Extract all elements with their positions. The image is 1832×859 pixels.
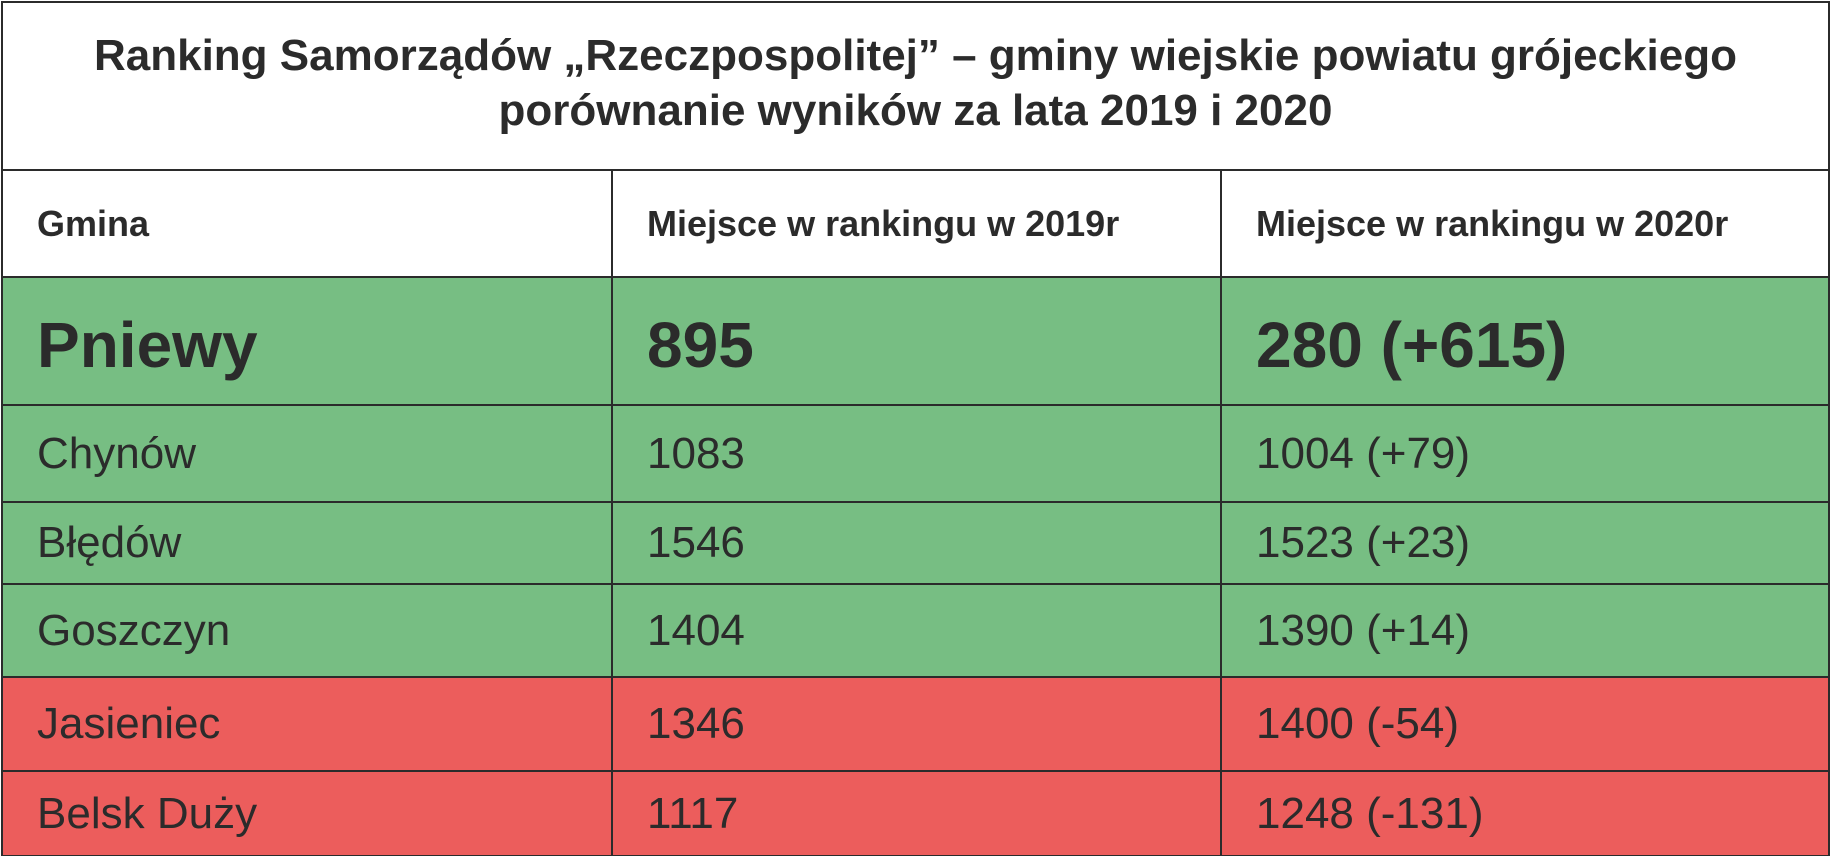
- cell-gmina: Błędów: [3, 501, 613, 585]
- table-row-bledow: Błędów 1546 1523 (+23): [3, 501, 1828, 585]
- cell-rank-2020: 1004 (+79): [1220, 404, 1828, 503]
- cell-rank-2020: 1390 (+14): [1220, 583, 1828, 678]
- table-row-goszczyn: Goszczyn 1404 1390 (+14): [3, 583, 1828, 678]
- cell-rank-2019: 1404: [611, 583, 1222, 678]
- column-header-rank-2020: Miejsce w rankingu w 2020r: [1220, 171, 1828, 278]
- column-header-gmina: Gmina: [3, 171, 613, 278]
- cell-gmina: Jasieniec: [3, 676, 613, 772]
- cell-rank-2020: 1400 (-54): [1220, 676, 1828, 772]
- cell-gmina: Chynów: [3, 404, 613, 503]
- cell-gmina: Belsk Duży: [3, 770, 613, 855]
- ranking-table: Gmina Miejsce w rankingu w 2019r Miejsce…: [3, 171, 1828, 855]
- cell-gmina: Pniewy: [3, 276, 613, 406]
- cell-rank-2019: 1346: [611, 676, 1222, 772]
- cell-rank-2019: 1083: [611, 404, 1222, 503]
- column-header-rank-2019: Miejsce w rankingu w 2019r: [611, 171, 1222, 278]
- title-line-1: Ranking Samorządów „Rzeczpospolitej” – g…: [93, 31, 1738, 80]
- table-row-jasieniec: Jasieniec 1346 1400 (-54): [3, 676, 1828, 772]
- cell-rank-2019: 1117: [611, 770, 1222, 855]
- cell-rank-2019: 1546: [611, 501, 1222, 585]
- cell-gmina: Goszczyn: [3, 583, 613, 678]
- table-row-belsk-duzy: Belsk Duży 1117 1248 (-131): [3, 770, 1828, 855]
- cell-rank-2020: 280 (+615): [1220, 276, 1828, 406]
- cell-rank-2020: 1523 (+23): [1220, 501, 1828, 585]
- title-line-2: porównanie wyników za lata 2019 i 2020: [498, 86, 1333, 135]
- cell-rank-2020: 1248 (-131): [1220, 770, 1828, 855]
- header-row: Gmina Miejsce w rankingu w 2019r Miejsce…: [3, 171, 1828, 278]
- table-row-chynow: Chynów 1083 1004 (+79): [3, 404, 1828, 503]
- cell-rank-2019: 895: [611, 276, 1222, 406]
- table-row-pniewy: Pniewy 895 280 (+615): [3, 276, 1828, 406]
- table-title: Ranking Samorządów „Rzeczpospolitej” – g…: [3, 3, 1828, 171]
